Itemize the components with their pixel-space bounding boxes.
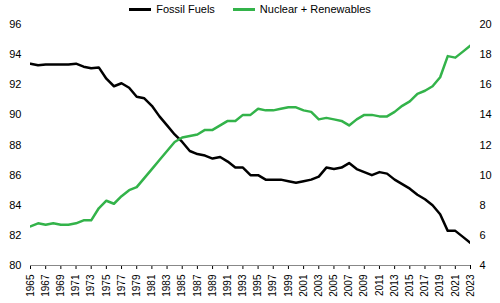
svg-text:1987: 1987 bbox=[192, 274, 203, 297]
svg-text:1991: 1991 bbox=[222, 274, 233, 297]
svg-text:88: 88 bbox=[9, 139, 21, 151]
svg-text:10: 10 bbox=[480, 169, 492, 181]
svg-text:2023: 2023 bbox=[465, 274, 476, 297]
svg-text:2019: 2019 bbox=[434, 274, 445, 297]
svg-text:82: 82 bbox=[9, 229, 21, 241]
svg-text:2017: 2017 bbox=[419, 274, 430, 297]
svg-text:1979: 1979 bbox=[131, 274, 142, 297]
svg-text:1989: 1989 bbox=[207, 274, 218, 297]
svg-text:20: 20 bbox=[480, 18, 492, 30]
svg-text:1983: 1983 bbox=[161, 274, 172, 297]
svg-text:4: 4 bbox=[480, 259, 486, 271]
svg-text:86: 86 bbox=[9, 169, 21, 181]
svg-text:1967: 1967 bbox=[40, 274, 51, 297]
svg-text:1995: 1995 bbox=[252, 274, 263, 297]
svg-text:1969: 1969 bbox=[55, 274, 66, 297]
svg-text:94: 94 bbox=[9, 48, 21, 60]
svg-text:16: 16 bbox=[480, 78, 492, 90]
svg-text:2003: 2003 bbox=[313, 274, 324, 297]
svg-text:1985: 1985 bbox=[176, 274, 187, 297]
html-text:Fossil Fuels: Fossil Fuels bbox=[156, 3, 215, 15]
svg-text:2005: 2005 bbox=[328, 274, 339, 297]
svg-text:14: 14 bbox=[480, 108, 492, 120]
svg-text:90: 90 bbox=[9, 108, 21, 120]
svg-text:92: 92 bbox=[9, 78, 21, 90]
svg-text:2013: 2013 bbox=[389, 274, 400, 297]
svg-text:2001: 2001 bbox=[298, 274, 309, 297]
svg-text:80: 80 bbox=[9, 259, 21, 271]
svg-text:2007: 2007 bbox=[343, 274, 354, 297]
html-text:Nuclear + Renewables: Nuclear + Renewables bbox=[259, 3, 371, 15]
svg-text:12: 12 bbox=[480, 139, 492, 151]
svg-text:1999: 1999 bbox=[283, 274, 294, 297]
svg-text:2021: 2021 bbox=[450, 274, 461, 297]
svg-text:8: 8 bbox=[480, 199, 486, 211]
svg-text:84: 84 bbox=[9, 199, 21, 211]
svg-text:2011: 2011 bbox=[374, 274, 385, 296]
svg-text:1973: 1973 bbox=[85, 274, 96, 297]
svg-text:1997: 1997 bbox=[267, 274, 278, 297]
svg-text:18: 18 bbox=[480, 48, 492, 60]
svg-text:6: 6 bbox=[480, 229, 486, 241]
svg-text:2009: 2009 bbox=[358, 274, 369, 297]
svg-text:1971: 1971 bbox=[70, 274, 81, 297]
svg-text:1975: 1975 bbox=[101, 274, 112, 297]
svg-text:96: 96 bbox=[9, 18, 21, 30]
svg-text:1993: 1993 bbox=[237, 274, 248, 297]
svg-text:2015: 2015 bbox=[404, 274, 415, 297]
svg-text:1977: 1977 bbox=[116, 274, 127, 297]
svg-text:1981: 1981 bbox=[146, 274, 157, 297]
svg-text:1965: 1965 bbox=[25, 274, 36, 297]
